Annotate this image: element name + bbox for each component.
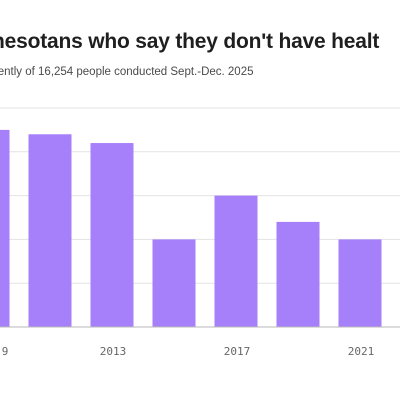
bar-2015 xyxy=(152,239,196,327)
bar-2009 xyxy=(0,129,10,327)
x-tick-label: 2017 xyxy=(224,345,251,358)
x-tick-label: 2021 xyxy=(348,345,375,358)
bar-2013 xyxy=(90,143,134,327)
x-tick-label: 9 xyxy=(2,345,9,358)
x-tick-labels: 9 2013 2017 2021 xyxy=(2,345,375,358)
bar-2019 xyxy=(276,221,320,327)
x-tick-label: 2013 xyxy=(100,345,127,358)
chart-title: nesotans who say they don't have healt xyxy=(0,30,380,53)
bar-2017 xyxy=(214,195,258,327)
bar-2021 xyxy=(338,239,382,327)
chart-subtitle: cently of 16,254 people conducted Sept.-… xyxy=(0,66,254,78)
bars xyxy=(0,129,382,327)
bar-2011 xyxy=(28,134,72,327)
